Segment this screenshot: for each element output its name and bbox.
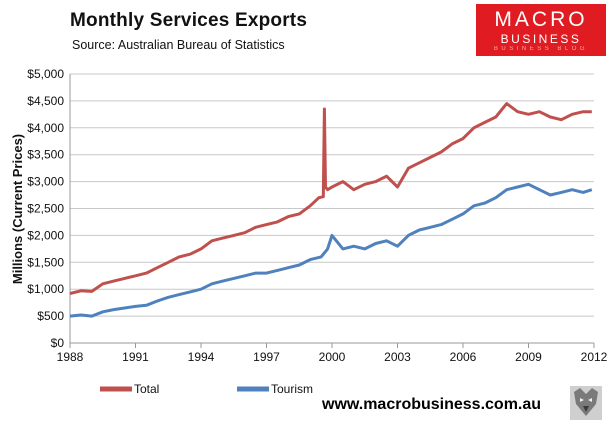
legend-label-total: Total (134, 382, 159, 396)
website-url[interactable]: www.macrobusiness.com.au (322, 396, 542, 413)
y-tick-label: $3,500 (27, 148, 64, 162)
y-tick-label: $5,000 (27, 67, 64, 81)
x-tick-label: 1994 (188, 350, 215, 364)
x-tick-label: 2006 (450, 350, 477, 364)
x-tick-labels: 1988 1991 1994 1997 2000 2003 2006 2009 2012 (57, 343, 608, 364)
x-tick-label: 1997 (253, 350, 280, 364)
x-tick-label: 2003 (384, 350, 411, 364)
y-tick-label: $4,500 (27, 94, 64, 108)
wolf-logo-icon (570, 386, 602, 420)
y-tick-label: $500 (37, 309, 64, 323)
y-tick-label: $2,500 (27, 202, 64, 216)
y-axis-label: Millions (Current Prices) (10, 134, 25, 284)
chart-title: Monthly Services Exports (70, 10, 308, 31)
legend-label-tourism: Tourism (271, 382, 313, 396)
series-lines (69, 102, 593, 318)
y-tick-labels: $0 $500 $1,000 $1,500 $2,000 $2,500 $3,000 $3,5… (27, 67, 64, 350)
y-tick-label: $2,000 (27, 228, 64, 242)
y-tick-label: $0 (51, 336, 65, 350)
chart-subtitle: Source: Australian Bureau of Statistics (72, 38, 285, 52)
x-tick-label: 1991 (122, 350, 149, 364)
x-tick-label: 2009 (515, 350, 542, 364)
series-total-line (69, 102, 592, 295)
logo-line1: MACRO (494, 8, 588, 31)
y-tick-label: $3,000 (27, 175, 64, 189)
macrobusiness-logo: MACRO BUSINESS BUSINESS BLOG (476, 4, 606, 56)
x-tick-label: 2000 (319, 350, 346, 364)
series-tourism-line (69, 182, 593, 318)
gridlines (69, 73, 594, 344)
x-tick-label: 2012 (581, 350, 608, 364)
y-tick-label: $1,000 (27, 282, 64, 296)
x-tick-label: 1988 (57, 350, 84, 364)
logo-line3: BUSINESS BLOG (493, 46, 589, 52)
y-tick-label: $1,500 (27, 255, 64, 269)
logo-line2: BUSINESS (500, 32, 582, 46)
legend: Total Tourism (100, 382, 313, 396)
y-tick-label: $4,000 (27, 121, 64, 135)
